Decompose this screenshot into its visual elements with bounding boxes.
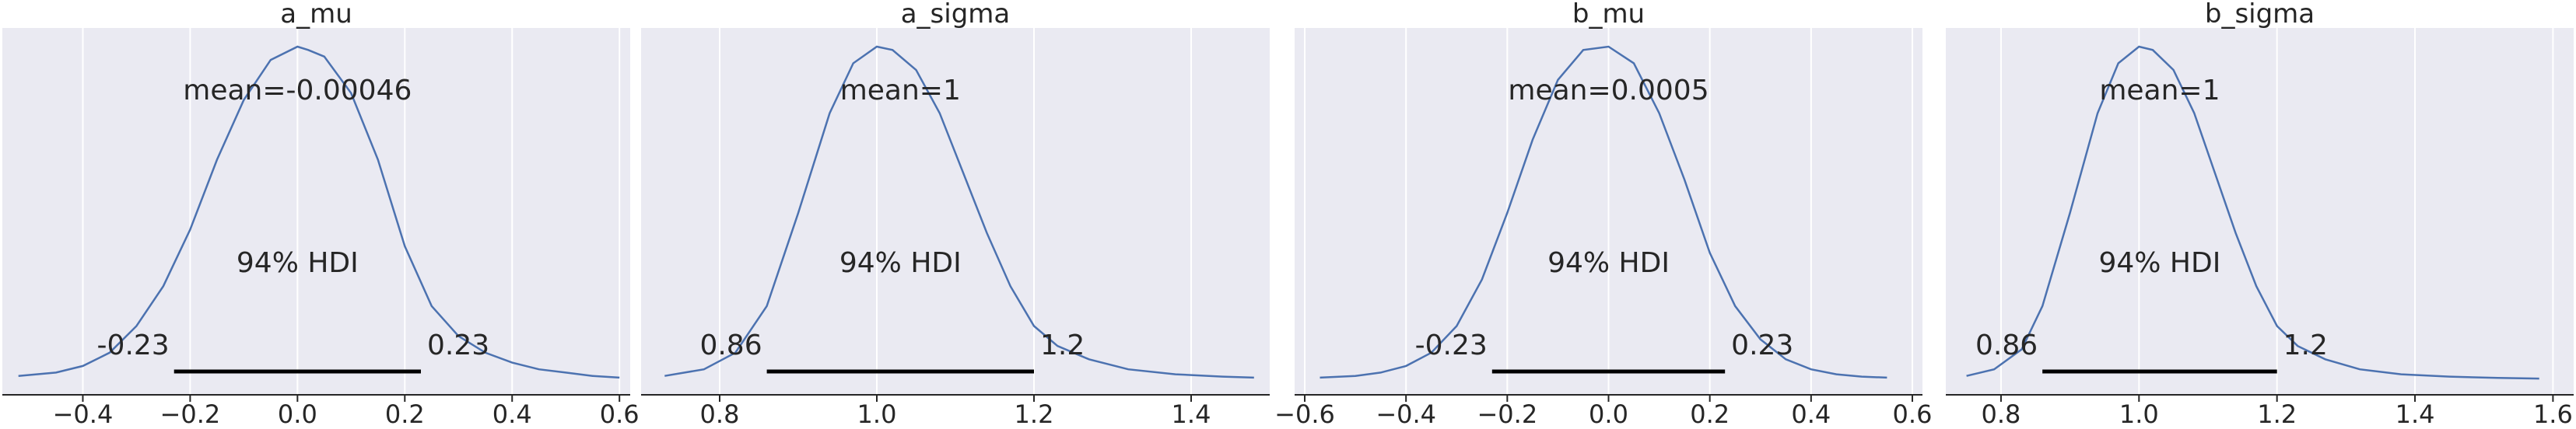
hdi-low-label: -0.23: [97, 330, 170, 361]
hdi-low-label: 0.86: [699, 330, 762, 361]
panel-background: [2, 28, 630, 395]
hdi-high-label: 1.2: [2283, 330, 2328, 361]
mean-label: mean=0.0005: [1508, 75, 1709, 106]
panel-background: [641, 28, 1270, 395]
x-tick-label: −0.2: [1477, 399, 1537, 429]
x-tick-label: 1.2: [2257, 399, 2297, 429]
x-tick-label: 0.0: [278, 399, 317, 429]
x-tick-label: 1.4: [1172, 399, 1211, 429]
x-tick-label: 0.6: [600, 399, 640, 429]
density-curve: [1320, 45, 1887, 379]
x-tick-label: −0.2: [160, 399, 221, 429]
x-tick-label: 0.8: [700, 399, 740, 429]
x-tick-label: 1.0: [2119, 399, 2159, 429]
x-tick-label: 1.4: [2396, 399, 2435, 429]
hdi-label: 94% HDI: [1547, 247, 1670, 279]
x-tick-label: 0.2: [385, 399, 425, 429]
hdi-label: 94% HDI: [839, 247, 962, 279]
x-tick-label: 1.6: [2533, 399, 2573, 429]
x-tick-label: −0.4: [1376, 399, 1436, 429]
hdi-low-label: 0.86: [1975, 330, 2038, 361]
panel-title: b_sigma: [2205, 0, 2315, 30]
hdi-high-label: 0.23: [427, 330, 489, 361]
hdi-low-label: -0.23: [1415, 330, 1488, 361]
mean-label: mean=-0.00046: [183, 75, 412, 106]
density-curve: [664, 45, 1254, 379]
x-tick-label: 1.0: [857, 399, 897, 429]
density-curve: [1966, 45, 2539, 380]
x-tick-label: 0.8: [1981, 399, 2020, 429]
posterior-panel-b_mu: −0.6 −0.4 −0.2 0.0 0.2 0.4 0.6 b_mu mean=0.0005 9…: [1274, 0, 1932, 429]
panel-title: a_sigma: [901, 0, 1011, 30]
mean-label: mean=1: [2099, 75, 2220, 106]
hdi-label: 94% HDI: [237, 247, 359, 279]
panel-title: a_mu: [280, 0, 352, 30]
x-tick-label: 1.2: [1015, 399, 1054, 429]
x-tick-label: 0.2: [1690, 399, 1730, 429]
hdi-label: 94% HDI: [2098, 247, 2220, 279]
x-tick-label: 0.4: [492, 399, 532, 429]
density-curve: [18, 45, 620, 379]
x-tick-label: 0.4: [1791, 399, 1831, 429]
hdi-high-label: 1.2: [1040, 330, 1085, 361]
panel-background: [1946, 28, 2574, 395]
panel-title: b_mu: [1572, 0, 1645, 30]
x-tick-label: −0.6: [1274, 399, 1335, 429]
x-tick-label: −0.4: [53, 399, 114, 429]
posterior-panel-a_sigma: 0.8 1.0 1.2 1.4 a_sigma mean=1 94% HDI 0.86 1.2: [641, 0, 1270, 429]
x-tick-label: 0.0: [1589, 399, 1628, 429]
posterior-panel-a_mu: −0.4 −0.2 0.0 0.2 0.4 0.6 a_mu mean=-0.00046 94%…: [2, 0, 640, 429]
x-tick-label: 0.6: [1893, 399, 1933, 429]
mean-label: mean=1: [840, 75, 961, 106]
hdi-high-label: 0.23: [1731, 330, 1793, 361]
posterior-panel-b_sigma: 0.8 1.0 1.2 1.4 1.6 b_sigma mean=1 94% HDI 0.86 1…: [1946, 0, 2574, 429]
